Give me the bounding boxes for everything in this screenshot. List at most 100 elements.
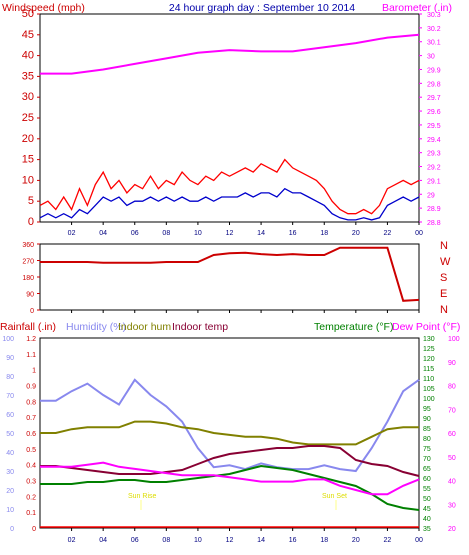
sunset-annotation: Sun Set [322, 493, 347, 500]
temperature-tick-label: 85 [423, 426, 431, 433]
baro-tick-label: 29.4 [427, 137, 441, 144]
dir-tick-label: 360 [22, 242, 34, 249]
rain-tick-label: 0.7 [26, 415, 36, 422]
series-line-0 [40, 378, 420, 473]
baro-tick-label: 30.2 [427, 26, 441, 33]
wind-tick-label: 20 [22, 133, 34, 145]
series-line-1 [40, 420, 419, 446]
dewpoint-tick-label: 50 [448, 455, 456, 462]
wind-tick-label: 35 [22, 70, 34, 82]
series-line-3 [40, 464, 420, 511]
baro-tick-label: 29.6 [427, 109, 441, 116]
temperature-tick-label: 40 [423, 516, 431, 523]
series-line-4 [40, 461, 420, 496]
panel1-frame [39, 13, 420, 223]
temperature-tick-label: 110 [423, 376, 434, 383]
temperature-tick-label: 50 [423, 496, 431, 503]
direction-line [40, 246, 420, 302]
x-tick-label: 14 [257, 537, 265, 544]
humidity-tick-label: 80 [6, 374, 14, 381]
temperature-tick-label: 120 [423, 356, 435, 363]
temperature-tick-label: 70 [423, 456, 431, 463]
humidity-tick-label: 70 [6, 393, 14, 400]
rain-tick-label: 0.6 [26, 431, 36, 438]
baro-tick-label: 29.2 [427, 165, 441, 172]
x-tick-label: 02 [68, 230, 76, 237]
x-tick-label: 10 [194, 230, 202, 237]
humidity-axis-label: Humidity (%) [66, 321, 126, 333]
baro-tick-label: 29.7 [427, 95, 441, 102]
rain-tick-label: 0 [32, 526, 36, 533]
baro-tick-label: 29.3 [427, 151, 441, 158]
temperature-tick-label: 100 [423, 396, 435, 403]
x-tick-label: 00 [415, 537, 423, 544]
temperature-tick-label: 45 [423, 506, 431, 513]
series-line-1 [39, 187, 420, 221]
wind-tick-label: 25 [22, 112, 34, 124]
x-tick-label: 22 [384, 230, 392, 237]
temperature-tick-label: 75 [423, 446, 431, 453]
barometer-axis-label: Barometer (.in) [382, 2, 452, 14]
wind-tick-label: 15 [22, 154, 34, 166]
compass-letter: N [440, 240, 448, 252]
dewpoint-axis-label: Dew Point (°F) [392, 321, 460, 333]
rain-tick-label: 0.9 [26, 384, 36, 391]
windspeed-axis-label: Windspeed (mph) [2, 2, 85, 14]
baro-tick-label: 29.9 [427, 67, 441, 74]
x-tick-label: 22 [384, 537, 392, 544]
humidity-tick-label: 0 [10, 526, 14, 533]
x-tick-label: 10 [194, 537, 202, 544]
baro-tick-label: 28.8 [427, 220, 441, 227]
rain-tick-label: 0.2 [26, 494, 36, 501]
temperature-tick-label: 35 [423, 526, 431, 533]
baro-tick-label: 28.9 [427, 206, 441, 213]
temperature-tick-label: 60 [423, 476, 431, 483]
humidity-tick-label: 100 [2, 336, 14, 343]
dewpoint-tick-label: 100 [448, 336, 460, 343]
baro-tick-label: 30.1 [427, 40, 441, 47]
humidity-tick-label: 50 [6, 431, 14, 438]
rain-tick-label: 0.4 [26, 463, 36, 470]
temperature-tick-label: 55 [423, 486, 431, 493]
temperature-tick-label: 80 [423, 436, 431, 443]
wind-tick-label: 0 [28, 216, 34, 228]
rain-tick-label: 0.5 [26, 447, 36, 454]
x-tick-label: 20 [352, 537, 360, 544]
x-tick-label: 06 [131, 230, 139, 237]
humidity-tick-label: 40 [6, 450, 14, 457]
compass-letter: S [440, 272, 447, 284]
rain-tick-label: 0.3 [26, 479, 36, 486]
baro-tick-label: 29 [427, 192, 435, 199]
baro-tick-label: 29.1 [427, 178, 441, 185]
rain-tick-label: 1.2 [26, 336, 36, 343]
dir-tick-label: 0 [30, 308, 34, 315]
temperature-tick-label: 130 [423, 336, 435, 343]
x-tick-label: 08 [162, 537, 170, 544]
x-tick-label: 08 [162, 230, 170, 237]
humidity-tick-label: 60 [6, 412, 14, 419]
dir-tick-label: 90 [26, 292, 34, 299]
series-line-2 [40, 33, 420, 75]
dewpoint-tick-label: 20 [448, 526, 456, 533]
panel3-frame [39, 337, 420, 529]
rain-tick-label: 1.1 [26, 352, 36, 359]
wind-tick-label: 10 [22, 174, 34, 186]
temperature-tick-label: 90 [423, 416, 431, 423]
x-tick-label: 18 [320, 537, 328, 544]
x-tick-label: 04 [99, 537, 107, 544]
x-tick-label: 06 [131, 537, 139, 544]
x-tick-label: 04 [99, 230, 107, 237]
wind-tick-label: 5 [28, 195, 34, 207]
rainfall-axis-label: Rainfall (.in) [0, 321, 56, 333]
x-tick-label: 14 [257, 230, 265, 237]
temperature-axis-label: Temperature (°F) [314, 321, 393, 333]
rain-tick-label: 1 [32, 368, 36, 375]
temperature-tick-label: 125 [423, 346, 435, 353]
graph-title: 24 hour graph day : September 10 2014 [169, 2, 355, 14]
x-tick-label: 00 [415, 230, 423, 237]
temperature-tick-label: 115 [423, 366, 434, 373]
baro-tick-label: 30.3 [427, 12, 441, 19]
wind-tick-label: 40 [22, 50, 34, 62]
humidity-tick-label: 30 [6, 469, 14, 476]
rain-tick-label: 0.8 [26, 399, 36, 406]
